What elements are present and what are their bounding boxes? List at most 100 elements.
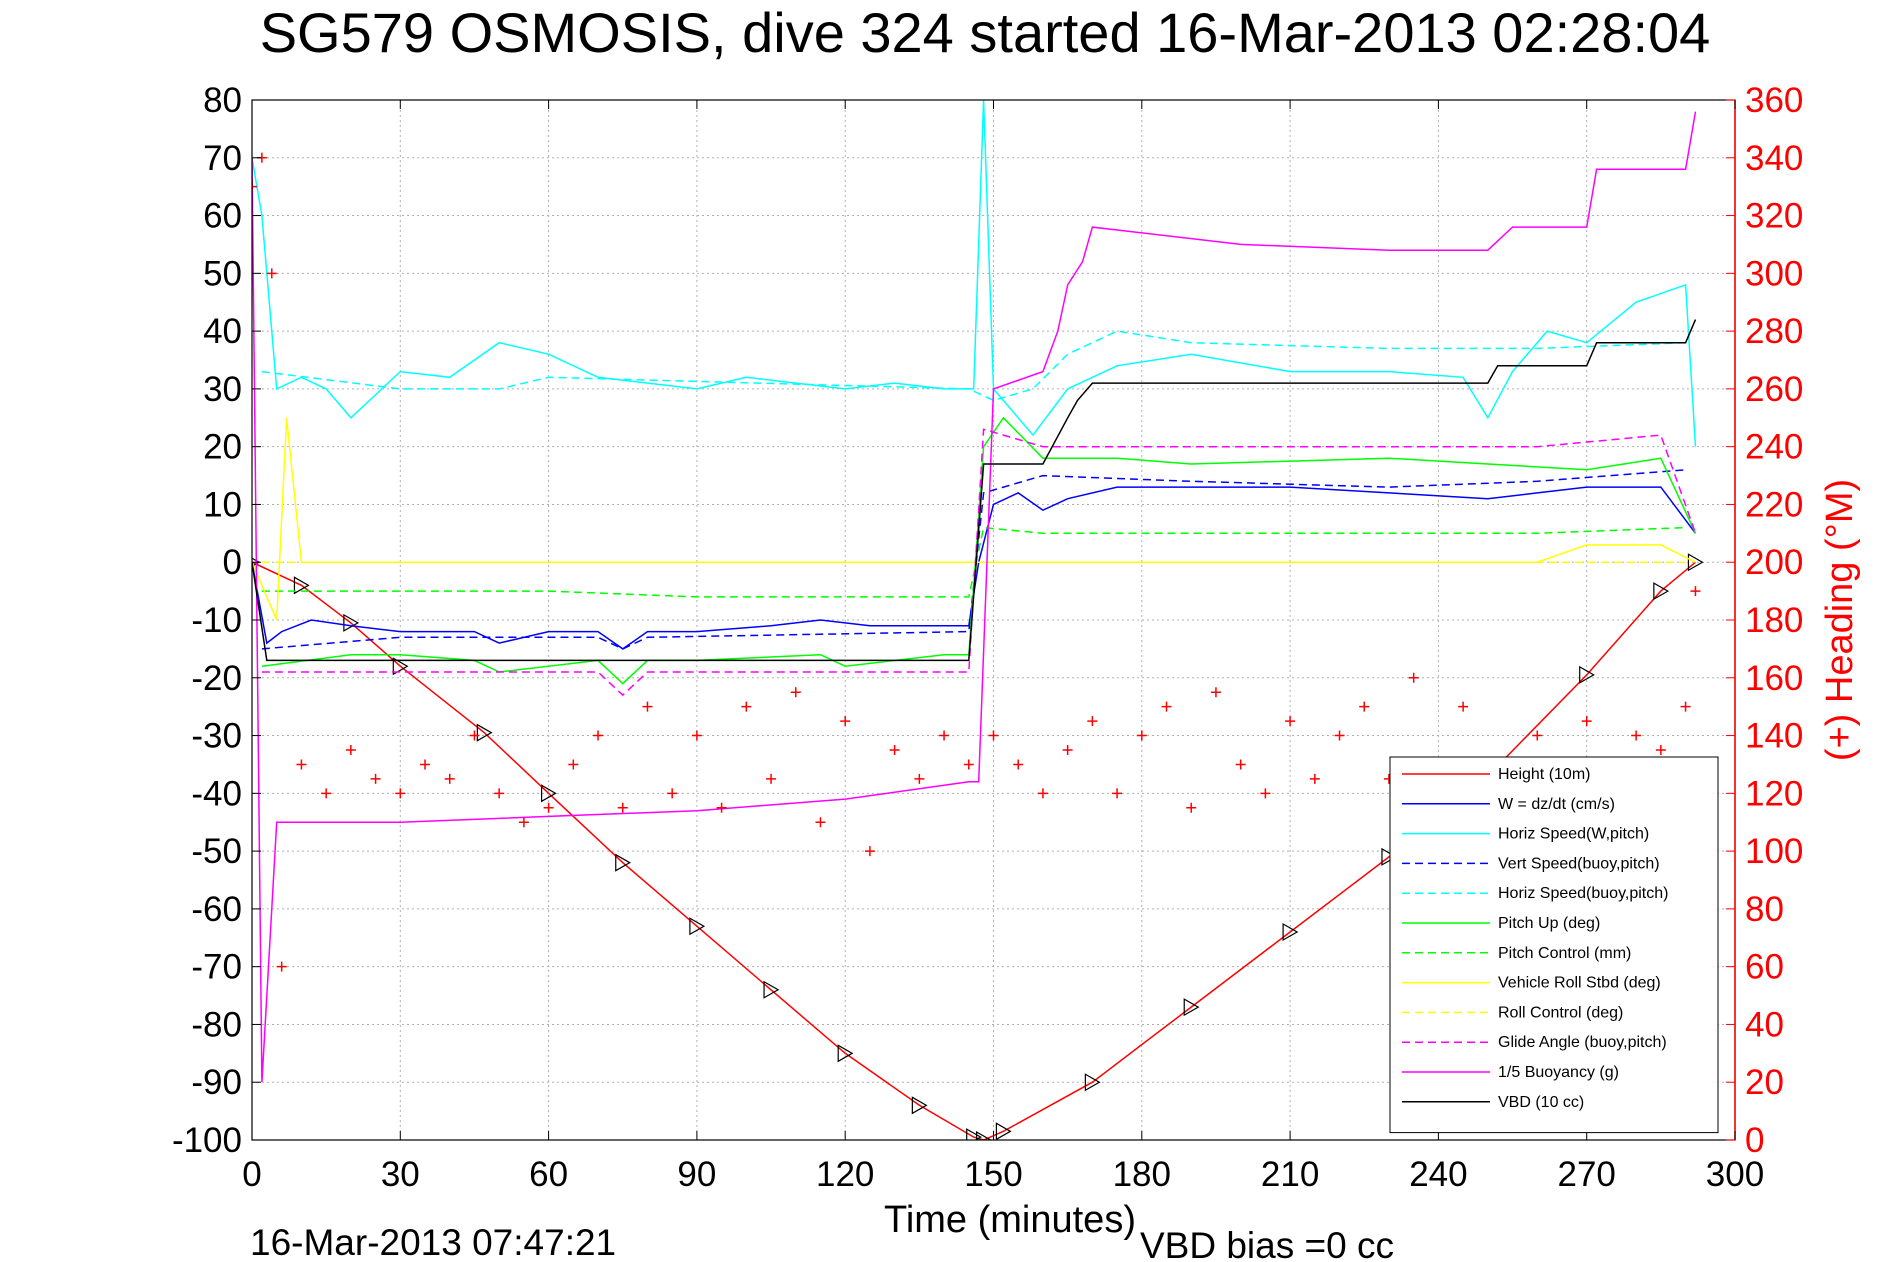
heading-m-marker [420,759,431,770]
heading-m-marker [741,701,752,712]
heading-m-marker [815,817,826,828]
glide-angle-buoy-pitch-line [261,428,1697,697]
height-depth-marker [1579,665,1595,684]
height-depth-marker [995,1122,1012,1140]
y-tick-label: -50 [191,832,242,871]
heading-m-marker [617,802,628,813]
heading-m-marker [321,788,332,799]
heading-m-marker [266,268,277,279]
x-tick-label: 240 [1409,1155,1467,1194]
vert-speed-buoy-pitch-line [261,469,1686,650]
heading-m-marker [1581,716,1592,727]
heading-m-marker [1210,687,1221,698]
height-depth-marker [1653,582,1670,601]
heading-m-marker [345,745,356,755]
y-tick-label: 20 [203,428,242,467]
heading-m-marker [1309,773,1320,784]
y-tick-label: 70 [203,139,242,178]
heading-m-marker [469,730,480,741]
legend-box [1389,756,1719,1134]
height-depth-marker [1381,847,1398,866]
heading-m-marker [864,846,875,857]
y2-tick-label: 200 [1745,543,1803,582]
heading-m-marker [1235,759,1246,770]
x-tick-label: 180 [1113,1155,1171,1194]
legend: Height (10m) W = dz/dt (cm/s) Horiz Speed(… [1389,756,1719,1134]
height-depth-marker [541,784,557,803]
heading-m-marker [518,817,529,828]
y2-tick-label: 40 [1745,1005,1784,1044]
y-tick-label: 50 [203,254,242,293]
y-tick-label: -90 [191,1063,242,1102]
y2-tick-label: 340 [1745,139,1803,178]
legend-entry: Horiz Speed(W,pitch) [1498,826,1649,843]
legend-entry: Vehicle Roll Stbd (deg) [1498,975,1661,992]
heading-m-marker [914,773,925,784]
x-tick-label: 30 [381,1155,420,1194]
y-tick-label: 0 [223,543,242,582]
heading-m-marker [642,701,653,712]
heading-m-marker [1680,701,1691,712]
y2-tick-label: 360 [1745,81,1803,120]
legend-entry: Pitch Control (mm) [1498,945,1631,962]
y-tick-label: -80 [191,1005,242,1044]
vehicle-roll-stbd-deg-line [252,417,1696,621]
legend-entry: Glide Angle (buoy,pitch) [1498,1034,1667,1051]
horiz-speed-w-pitch-line [252,100,1697,447]
heading-m-marker [1161,701,1172,712]
x-tick-label: 0 [242,1155,261,1194]
height-depth-marker [1282,922,1299,942]
heading-m-marker [568,759,579,770]
x-tick-label: 90 [677,1155,716,1194]
y-tick-label: 60 [203,197,242,236]
heading-m-marker [1062,745,1073,755]
heading-m-marker [1458,701,1469,712]
heading-m-marker [1260,788,1271,799]
y-tick-label: -100 [172,1121,242,1160]
y2-tick-label: 300 [1745,254,1803,293]
heading-m-marker [1285,716,1296,727]
heading-m-marker [543,802,554,813]
x-tick-label: 300 [1706,1155,1764,1194]
y2-tick-label: 240 [1745,428,1803,467]
y2-tick-label: 100 [1745,832,1803,871]
heading-m-marker [1408,672,1419,683]
heading-m-marker [939,730,950,741]
height-depth-marker [1687,553,1704,572]
y-tick-label: 40 [203,312,242,351]
x-tick-label: 210 [1261,1155,1319,1194]
y2-axis-label: (+) Heading (°M) [1819,479,1861,761]
heading-m-marker [1631,730,1642,741]
heading-m-marker [766,773,777,784]
legend-entry: Vert Speed(buoy,pitch) [1498,855,1660,872]
y-tick-label: -10 [191,601,242,640]
y-tick-label: -20 [191,659,242,698]
vbd-10-cc-line [252,319,1697,662]
y2-tick-label: 260 [1745,370,1803,409]
heading-m-marker [276,961,287,972]
y2-tick-label: 0 [1745,1121,1764,1160]
y-tick-label: 30 [203,370,242,409]
y-tick-label: -30 [191,717,242,756]
y2-tick-label: 20 [1745,1063,1784,1102]
heading-m-marker [370,773,381,784]
horiz-speed-buoy-pitch-line [261,330,1686,402]
height-depth-marker [293,576,310,595]
height-depth-marker [689,917,706,936]
heading-m-marker [667,788,678,799]
heading-m-marker [1532,730,1543,741]
x-axis-label: Time (minutes) [884,1199,1136,1241]
legend-entry: Horiz Speed(buoy,pitch) [1498,885,1668,902]
y-tick-label: -40 [191,774,242,813]
heading-m-marker [444,773,455,784]
pitch-up-deg-line [261,416,1697,685]
heading-m-marker [790,687,801,698]
heading-m-marker [1186,802,1197,813]
y-tick-label: 10 [203,485,242,524]
y2-tick-label: 160 [1745,659,1803,698]
height-depth-marker [1183,998,1200,1017]
height-depth-marker [392,657,409,676]
heading-m-marker [1359,701,1370,712]
heading-m-marker [1136,730,1147,741]
legend-entry: Pitch Up (deg) [1498,915,1600,932]
